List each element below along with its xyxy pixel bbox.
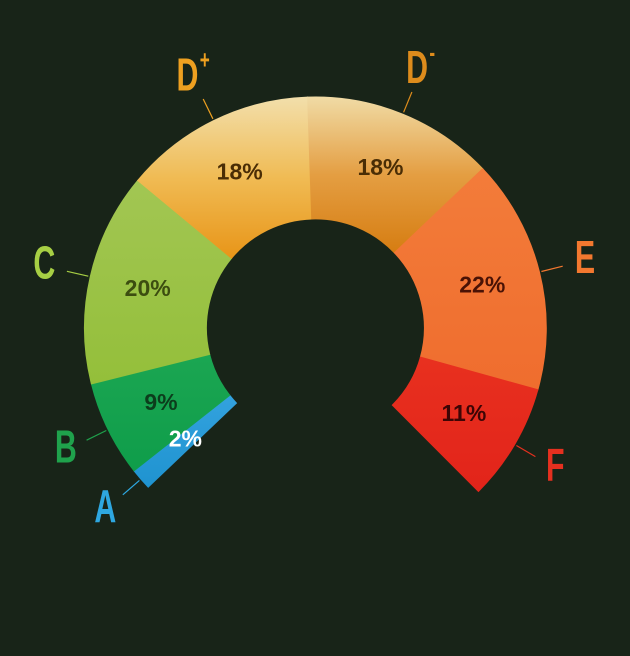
svg-text:B: B (55, 422, 77, 473)
svg-text:9%: 9% (144, 389, 177, 415)
svg-text:22%: 22% (459, 271, 505, 297)
svg-text:20%: 20% (125, 275, 171, 301)
svg-text:E: E (575, 233, 595, 284)
svg-text:11%: 11% (442, 400, 487, 426)
svg-text:C: C (33, 238, 55, 289)
svg-text:18%: 18% (217, 159, 263, 185)
svg-text:18%: 18% (357, 154, 403, 180)
svg-text:A: A (94, 482, 116, 533)
svg-text:F: F (546, 440, 565, 491)
svg-text:2%: 2% (169, 426, 202, 452)
